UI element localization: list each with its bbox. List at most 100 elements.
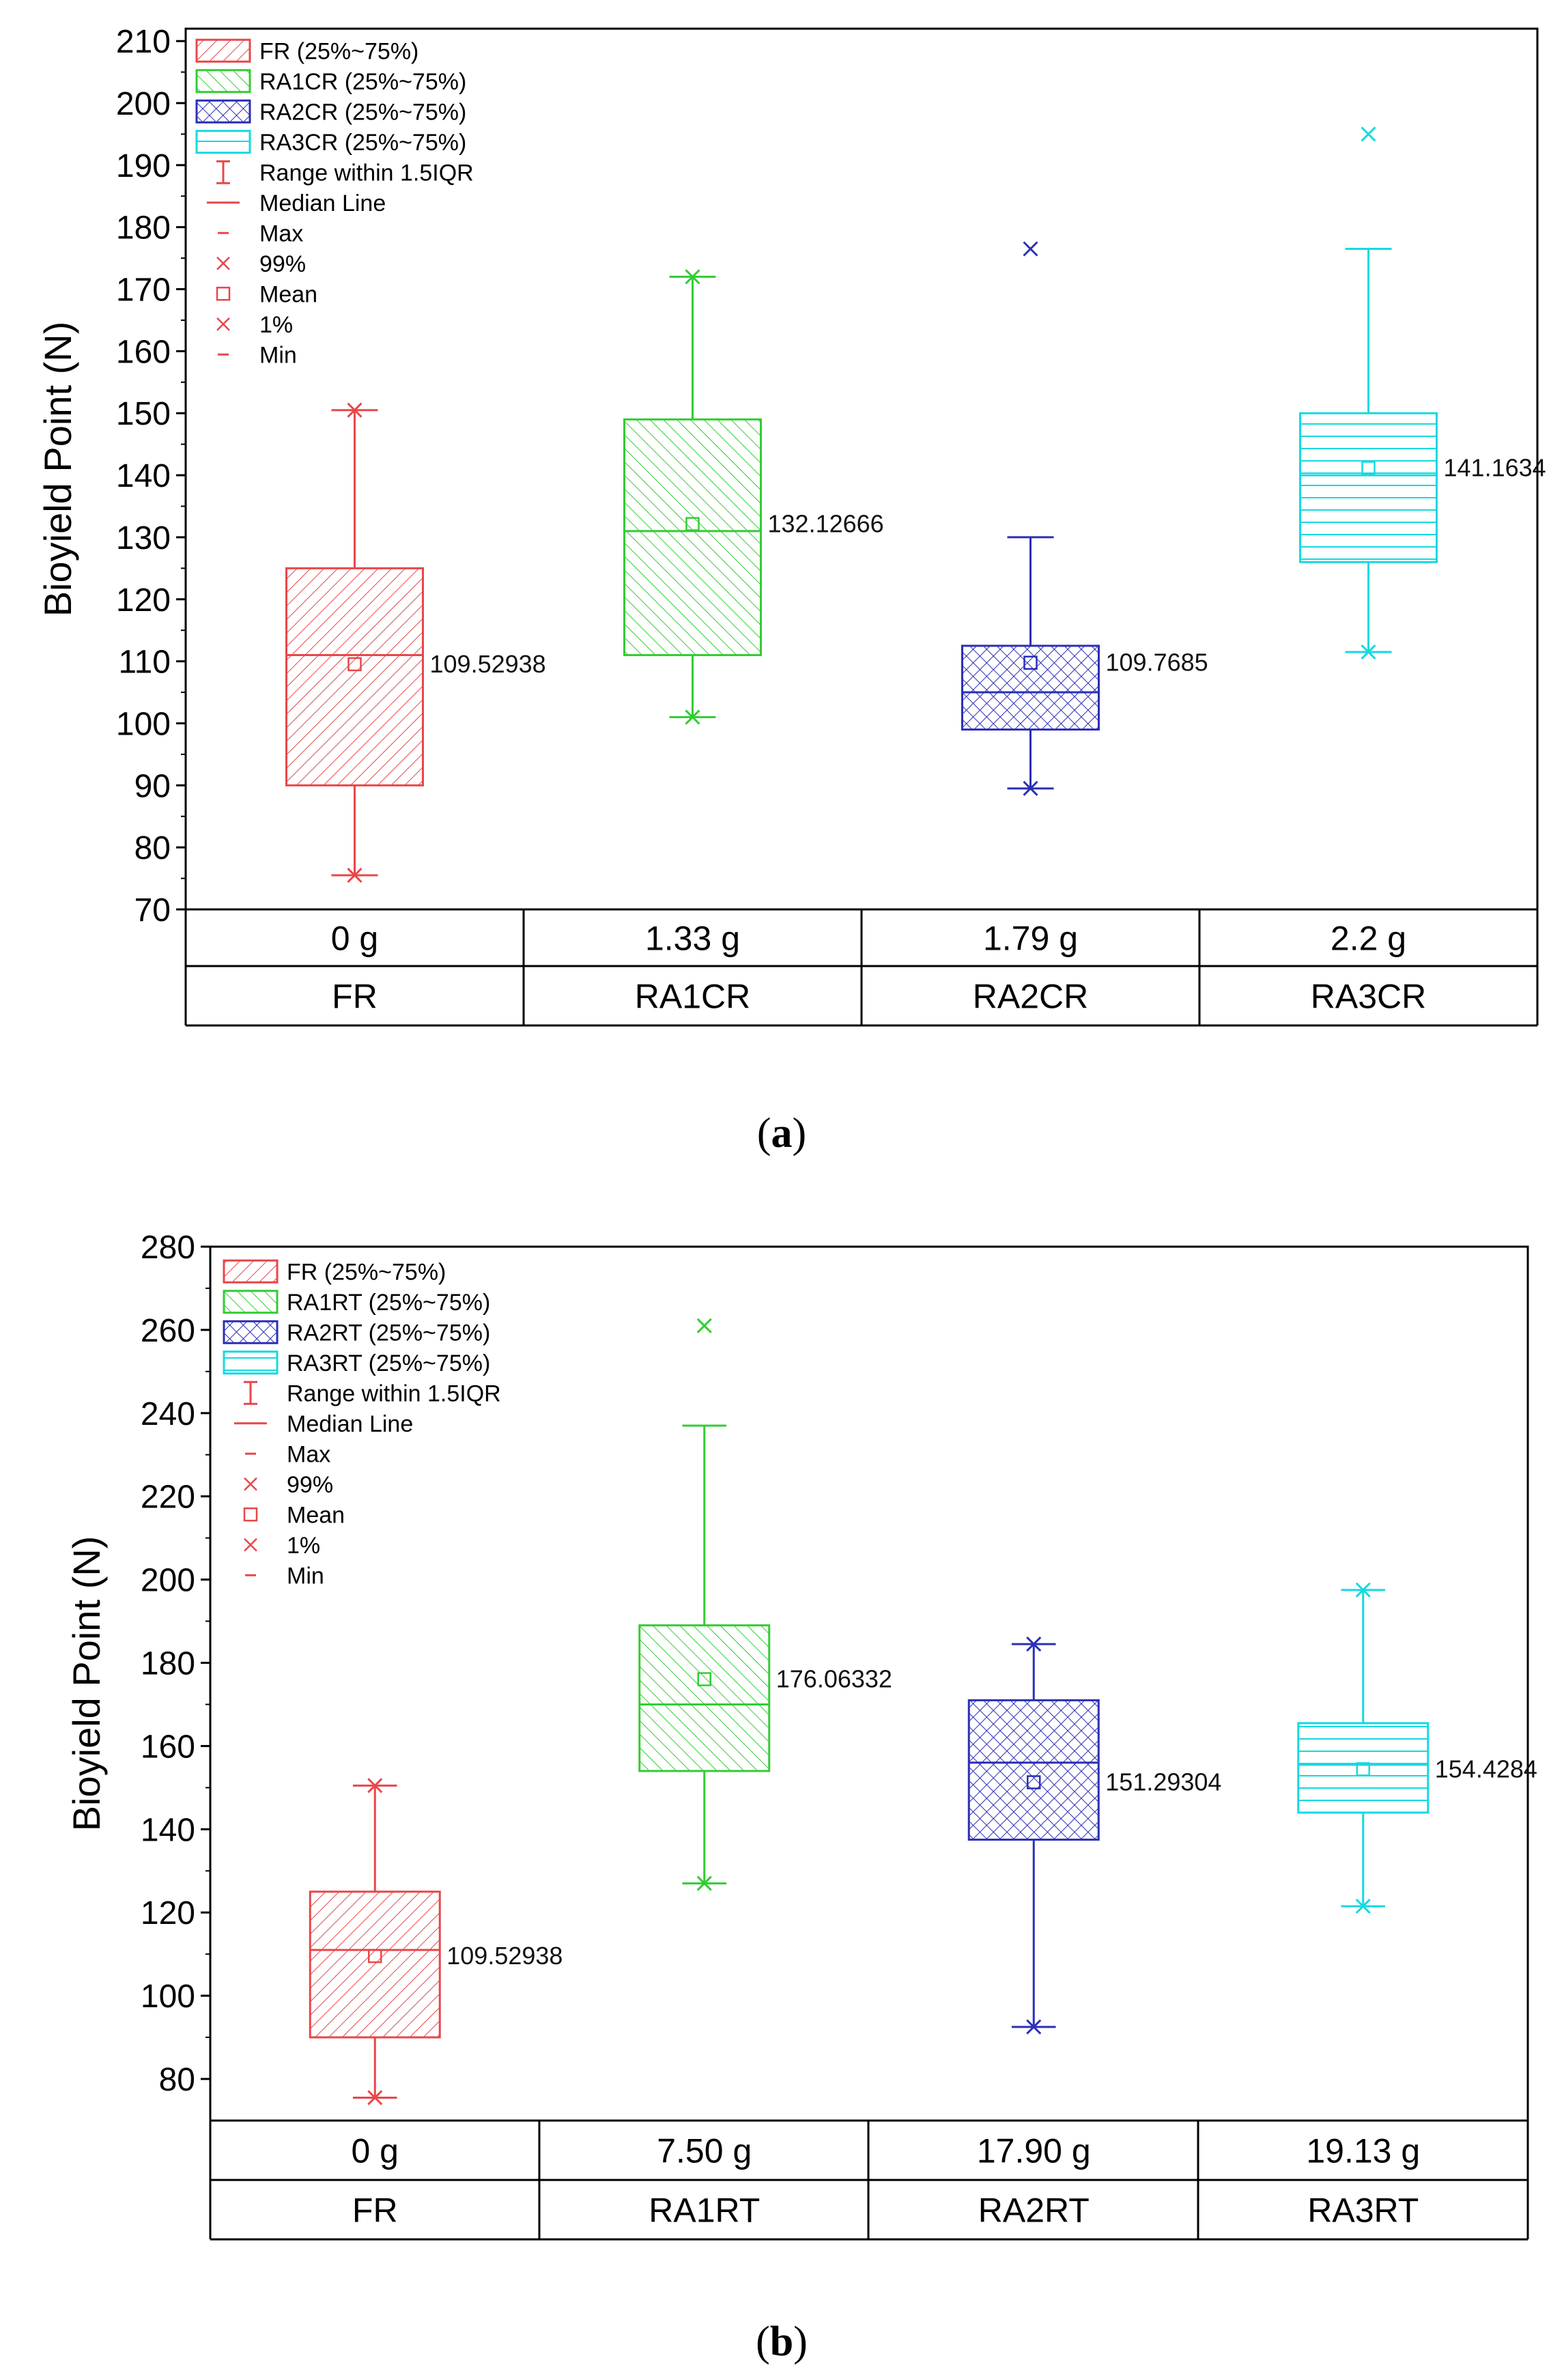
legend-item: Mean — [216, 281, 317, 307]
boxes: 109.52938 132.12666 109.7685 141.1634 — [285, 126, 1546, 883]
y-tick-label: 160 — [141, 1729, 195, 1765]
chart-panel-b: Bioyield Point (N) 80 100 120 140 160 180 200 2… — [65, 1230, 1537, 2241]
legend-label: 1% — [259, 312, 293, 338]
legend-p99-icon — [244, 1477, 257, 1491]
y-tick-label: 100 — [116, 706, 171, 742]
legend-item: RA2CR (25%~75%) — [195, 99, 466, 125]
y-tick-label: 260 — [141, 1313, 195, 1349]
legend-label: 1% — [287, 1533, 320, 1559]
y-tick-label: 190 — [116, 148, 171, 184]
legend-label: FR (25%~75%) — [287, 1259, 446, 1285]
y-tick-label: 80 — [134, 830, 171, 866]
mass-label: 7.50 g — [657, 2132, 752, 2170]
legend-swatch — [195, 99, 251, 124]
box-RA1RT: 176.06332 — [638, 1318, 892, 1891]
p1-marker — [696, 1875, 712, 1891]
legend-whisker-icon — [216, 160, 230, 184]
mass-label: 2.2 g — [1331, 920, 1406, 958]
legend-item: Median Line — [207, 190, 386, 216]
mean-value-label: 176.06332 — [776, 1665, 892, 1693]
mean-marker — [368, 1949, 382, 1964]
category-label: RA2RT — [978, 2192, 1090, 2230]
legend-label: Median Line — [259, 190, 386, 216]
p1-marker — [347, 867, 362, 883]
mass-label: 19.13 g — [1306, 2132, 1420, 2170]
legend-label: Mean — [259, 281, 317, 307]
legend-label: 99% — [259, 251, 306, 277]
category-label: RA1CR — [635, 978, 750, 1016]
p1-marker — [1026, 2019, 1042, 2035]
legend-label: RA2RT (25%~75%) — [287, 1320, 490, 1346]
legend-item: Range within 1.5IQR — [216, 160, 474, 186]
p99-marker — [1026, 1637, 1042, 1652]
mean-value-label: 154.4284 — [1435, 1755, 1537, 1783]
legend-label: Min — [287, 1563, 324, 1589]
legend-label: Mean — [287, 1502, 345, 1528]
y-tick-label: 130 — [116, 520, 171, 556]
iqr-box — [638, 1624, 771, 1772]
y-tick-label: 170 — [116, 272, 171, 309]
p1-marker — [1023, 780, 1038, 796]
legend-item: Min — [245, 1563, 324, 1589]
y-tick-label: 120 — [116, 582, 171, 619]
iqr-box — [623, 418, 762, 657]
category-label: RA1RT — [649, 2192, 760, 2230]
p99-marker — [1355, 1582, 1371, 1598]
y-axis-label: Bioyield Point (N) — [65, 1536, 108, 1832]
y-tick-label: 140 — [141, 1812, 195, 1848]
y-tick-label: 90 — [134, 768, 171, 804]
legend-swatch — [223, 1259, 279, 1284]
box-RA2CR: 109.7685 — [961, 241, 1208, 796]
legend-item: Mean — [243, 1502, 345, 1528]
box-RA2RT: 151.29304 — [967, 1637, 1221, 2035]
p99-marker — [685, 269, 700, 285]
y-tick-label: 160 — [116, 334, 171, 370]
legend-item: RA1CR (25%~75%) — [195, 69, 466, 95]
p99-marker — [1361, 126, 1376, 142]
mean-marker — [697, 1672, 711, 1686]
legend-label: Max — [259, 221, 303, 246]
y-tick-label: 70 — [134, 892, 171, 929]
mean-marker — [1356, 1762, 1370, 1776]
box-FR: 109.52938 — [309, 1778, 563, 2106]
mean-marker — [347, 657, 362, 672]
y-tick-label: 200 — [141, 1563, 195, 1599]
y-ticks: 80 100 120 140 160 180 200 220 240 260 280 — [141, 1230, 210, 2098]
legend: FR (25%~75%) RA1CR (25%~75%) RA2CR (25%~75… — [195, 38, 474, 368]
legend-label: RA1RT (25%~75%) — [287, 1290, 490, 1316]
category-label: RA2CR — [973, 978, 1088, 1016]
legend-item: RA3RT (25%~75%) — [223, 1350, 490, 1376]
legend-label: Max — [287, 1441, 330, 1467]
box-RA3CR: 141.1634 — [1299, 126, 1546, 660]
legend-item: Min — [218, 342, 297, 368]
mass-label: 17.90 g — [977, 2132, 1091, 2170]
category-table: 0 g FR 7.50 g RA1RT 17.90 g RA2RT 19.13 g RA3RT — [351, 2132, 1420, 2230]
iqr-box — [309, 1890, 441, 2039]
mean-value-label: 151.29304 — [1105, 1768, 1221, 1796]
legend-mean-icon — [216, 287, 231, 301]
box-FR: 109.52938 — [285, 402, 546, 883]
legend-item: RA1RT (25%~75%) — [223, 1290, 490, 1316]
mean-marker — [685, 517, 700, 531]
legend-item: RA2RT (25%~75%) — [223, 1320, 490, 1346]
iqr-box — [1297, 1722, 1430, 1814]
legend-swatch — [195, 38, 251, 63]
legend-item: Max — [245, 1441, 330, 1467]
mean-value-label: 109.7685 — [1106, 649, 1208, 677]
y-tick-label: 80 — [159, 2062, 195, 2098]
category-label: FR — [332, 978, 378, 1016]
y-tick-label: 280 — [141, 1230, 195, 1266]
iqr-box — [967, 1699, 1100, 1841]
p1-marker — [367, 2090, 383, 2106]
mean-marker — [1023, 655, 1038, 670]
chart-panel-a: Bioyield Point (N) 70 80 90 100 110 120 130 140… — [36, 24, 1546, 1027]
y-tick-label: 110 — [118, 644, 171, 681]
y-tick-label: 180 — [141, 1646, 195, 1682]
p99-marker — [367, 1778, 383, 1794]
legend-label: RA1CR (25%~75%) — [259, 69, 466, 95]
y-tick-label: 140 — [116, 458, 171, 494]
box-RA1CR: 132.12666 — [623, 269, 884, 725]
category-label: FR — [352, 2192, 398, 2230]
mean-value-label: 109.52938 — [430, 650, 546, 678]
y-axis-label: Bioyield Point (N) — [36, 322, 79, 617]
